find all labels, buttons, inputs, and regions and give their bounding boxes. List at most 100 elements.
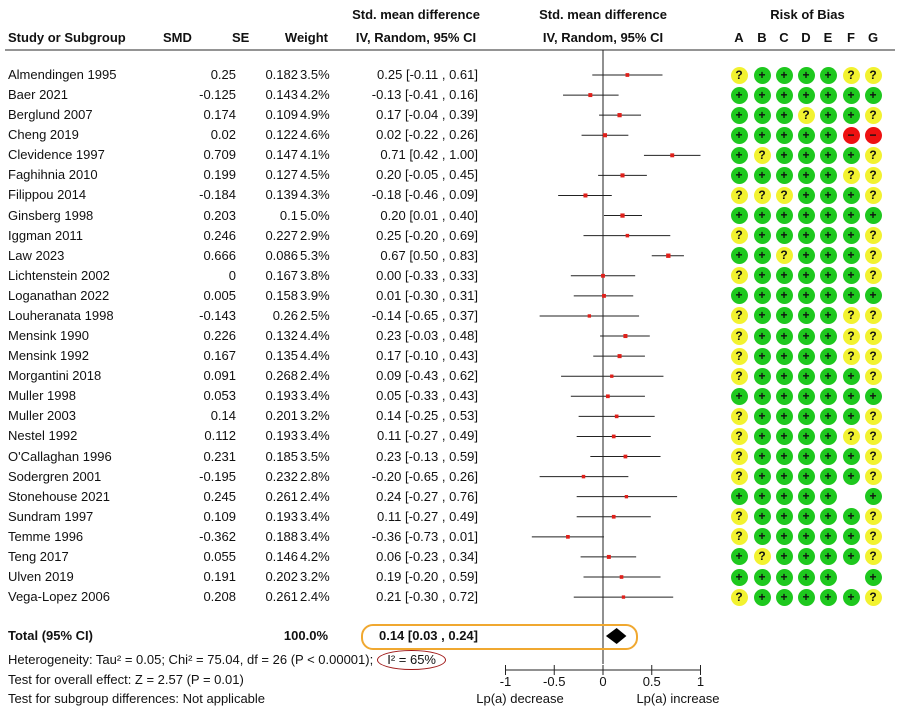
study-name: Muller 1998 [8, 388, 76, 404]
study-name: Lichtenstein 2002 [8, 267, 110, 283]
study-smd: 0.055 [203, 548, 236, 564]
study-smd: 0.14 [210, 408, 236, 424]
low-risk-icon: + [864, 488, 882, 506]
unclear-risk-icon: ? [730, 327, 748, 345]
header-rob-title: Risk of Bias [770, 7, 845, 22]
study-name: Mensink 1990 [8, 328, 89, 344]
low-risk-icon: + [819, 186, 837, 204]
study-se: 0.26 [272, 307, 298, 323]
unclear-risk-icon: ? [864, 448, 882, 466]
low-risk-icon: + [730, 106, 748, 124]
study-se: 0.193 [265, 388, 298, 404]
unclear-risk-icon: ? [730, 227, 748, 245]
study-smd: 0.199 [203, 167, 236, 183]
total-label: Total (95% CI) [8, 628, 93, 643]
low-risk-icon: + [819, 488, 837, 506]
study-name: Sodergren 2001 [8, 468, 102, 484]
subgroup-text: Test for subgroup differences: Not appli… [8, 691, 266, 706]
low-risk-icon: + [753, 347, 771, 365]
low-risk-icon: + [753, 508, 771, 526]
study-name: Filippou 2014 [8, 187, 87, 203]
unclear-risk-icon: ? [730, 468, 748, 486]
study-name: Nestel 1992 [8, 428, 78, 444]
study-smd: 0.245 [203, 488, 236, 504]
low-risk-icon: + [753, 207, 771, 225]
overall-effect-text: Test for overall effect: Z = 2.57 (P = 0… [8, 672, 244, 687]
study-se: 0.086 [265, 247, 298, 263]
study-weight: 3.2% [300, 408, 330, 424]
low-risk-icon: + [819, 548, 837, 566]
low-risk-icon: + [797, 66, 815, 84]
low-risk-icon: + [819, 387, 837, 405]
study-point-estimate [620, 173, 625, 178]
study-name: Ulven 2019 [8, 569, 74, 584]
header-weight: Weight [284, 30, 328, 45]
study-ci: 0.17 [-0.10 , 0.43] [376, 348, 478, 364]
header-ci-title2: IV, Random, 95% CI [355, 30, 477, 45]
study-ci: -0.18 [-0.46 , 0.09] [371, 187, 478, 203]
low-risk-icon: + [775, 488, 793, 506]
study-name: Sundram 1997 [8, 508, 94, 524]
study-point-estimate [601, 273, 605, 278]
study-ci: 0.20 [-0.05 , 0.45] [376, 167, 478, 183]
study-se: 0.193 [265, 428, 298, 444]
low-risk-icon: + [797, 548, 815, 566]
low-risk-icon: + [842, 387, 860, 405]
unclear-risk-icon: ? [864, 427, 882, 445]
study-ci: 0.23 [-0.03 , 0.48] [376, 328, 478, 344]
low-risk-icon: + [819, 347, 837, 365]
header-study: Study or Subgroup [8, 30, 126, 45]
low-risk-icon: + [842, 468, 860, 486]
study-point-estimate [602, 293, 606, 298]
low-risk-icon: + [797, 126, 815, 144]
unclear-risk-icon: ? [730, 407, 748, 425]
study-weight: 3.4% [300, 388, 330, 404]
low-risk-icon: + [730, 146, 748, 164]
low-risk-icon: + [797, 166, 815, 184]
rob-domain-d: D [801, 30, 811, 45]
low-risk-icon: + [819, 508, 837, 526]
unclear-risk-icon: ? [842, 307, 860, 325]
study-se: 0.193 [265, 508, 298, 524]
low-risk-icon: + [753, 407, 771, 425]
unclear-risk-icon: ? [753, 548, 771, 566]
study-point-estimate [623, 334, 628, 339]
study-point-estimate [621, 595, 626, 599]
low-risk-icon: + [753, 448, 771, 466]
xlabel-left: Lp(a) decrease [476, 691, 564, 706]
low-risk-icon: + [819, 307, 837, 325]
unclear-risk-icon: ? [864, 347, 882, 365]
study-point-estimate [620, 213, 625, 218]
unclear-risk-icon: ? [842, 347, 860, 365]
study-name: Louheranata 1998 [8, 307, 114, 323]
rob-domain-g: G [867, 30, 879, 45]
low-risk-icon: + [775, 166, 793, 184]
study-smd: -0.143 [199, 307, 236, 323]
study-ci: 0.17 [-0.04 , 0.39] [376, 107, 478, 123]
unclear-risk-icon: ? [730, 528, 748, 546]
unclear-risk-icon: ? [864, 327, 882, 345]
low-risk-icon: + [819, 267, 837, 285]
low-risk-icon: + [819, 106, 837, 124]
unclear-risk-icon: ? [730, 267, 748, 285]
study-smd: 0 [228, 267, 236, 283]
low-risk-icon: + [775, 86, 793, 104]
low-risk-icon: + [775, 367, 793, 385]
low-risk-icon: + [797, 347, 815, 365]
low-risk-icon: + [819, 287, 837, 305]
study-point-estimate [566, 534, 570, 539]
low-risk-icon: + [753, 387, 771, 405]
unclear-risk-icon: ? [775, 186, 793, 204]
study-smd: 0.191 [203, 569, 236, 584]
study-ci: 0.21 [-0.30 , 0.72] [376, 589, 478, 605]
low-risk-icon: + [797, 468, 815, 486]
study-name: Faghihnia 2010 [8, 167, 98, 183]
study-name: Muller 2003 [8, 408, 76, 424]
header-se: SE [232, 30, 250, 45]
low-risk-icon: + [730, 86, 748, 104]
study-weight: 3.8% [300, 267, 330, 283]
study-ci: 0.71 [0.42 , 1.00] [380, 147, 478, 163]
study-point-estimate [587, 314, 592, 318]
study-point-estimate [617, 354, 622, 359]
study-weight: 3.5% [300, 448, 330, 464]
